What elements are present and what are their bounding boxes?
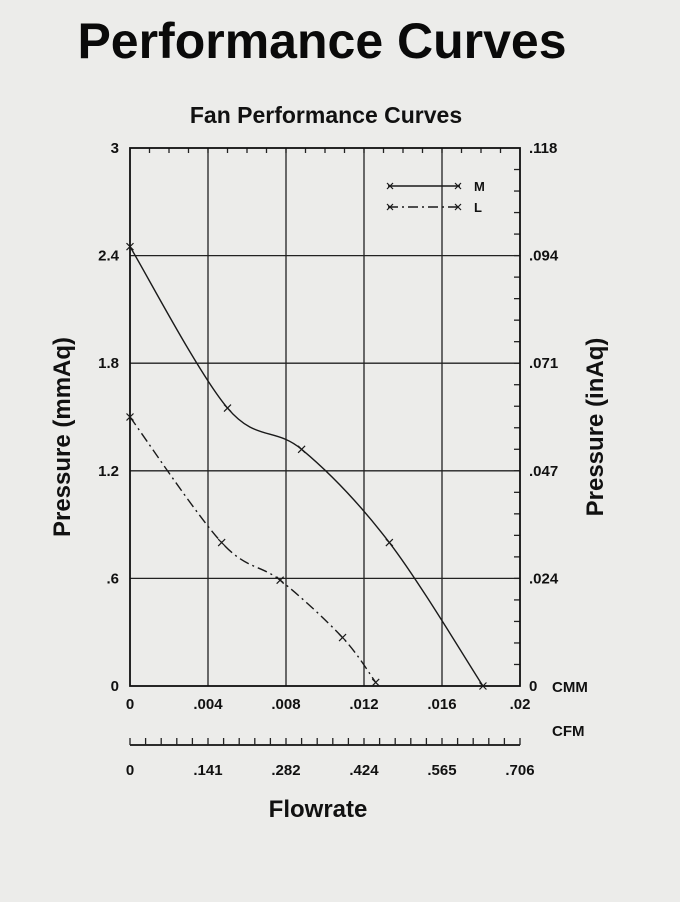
- series-M-point-3: [385, 538, 394, 547]
- y-tick-label-left-4: 2.4: [98, 248, 120, 265]
- y-tick-label-left-3: 1.8: [98, 355, 119, 372]
- cfm-tick-label-0: 0: [126, 762, 134, 779]
- legend-label-L: L: [474, 200, 482, 215]
- chart-gridlines: [130, 148, 520, 686]
- y-tick-label-left-1: .6: [106, 570, 119, 587]
- series-M-point-2: [297, 445, 306, 454]
- y-tick-label-left-0: 0: [111, 678, 119, 695]
- y-axis-title-right: Pressure (inAq): [582, 338, 609, 517]
- y-tick-label-left-2: 1.2: [98, 463, 119, 480]
- y-tick-label-right-5: .118: [529, 140, 557, 157]
- legend-label-M: M: [474, 179, 485, 194]
- chart-title: Fan Performance Curves: [190, 102, 462, 128]
- cfm-secondary-axis: 0 .141 .282 .424 .565 .706: [126, 738, 535, 779]
- cfm-tick-label-5: .706: [505, 762, 534, 779]
- x-tick-label-1: .004: [193, 696, 223, 713]
- cfm-tick-label-3: .424: [349, 762, 379, 779]
- y-axis-title-left: Pressure (mmAq): [49, 337, 76, 537]
- y-tick-label-right-0: 0: [529, 678, 537, 695]
- y-tick-label-right-4: .094: [529, 248, 559, 265]
- y-tick-label-left-5: 3: [111, 140, 119, 157]
- series-line-M: [129, 246, 484, 687]
- x-tick-label-2: .008: [271, 696, 300, 713]
- series-M-point-0: [126, 242, 134, 251]
- chart-legend: ML: [386, 179, 485, 215]
- plot-frame: [129, 147, 521, 687]
- series-line-L: [129, 416, 377, 683]
- series-M-point-4: [479, 682, 487, 690]
- page-heading: Performance Curves: [77, 13, 566, 69]
- cfm-tick-label-2: .282: [271, 762, 300, 779]
- y-tick-label-right-2: .047: [529, 463, 558, 480]
- series-L-point-0: [126, 413, 134, 421]
- series-L-point-3: [338, 633, 347, 642]
- chart-series: [126, 242, 487, 690]
- y-tick-label-right-3: .071: [529, 355, 558, 372]
- series-M-point-1: [223, 404, 232, 412]
- x-tick-label-4: .016: [427, 696, 456, 713]
- x-unit-primary: CMM: [552, 679, 588, 696]
- x-axis-title: Flowrate: [269, 796, 368, 823]
- cfm-tick-label-4: .565: [427, 762, 456, 779]
- cfm-tick-label-1: .141: [193, 762, 222, 779]
- chart-tick-labels: 0.004.008.012.016.020.61.21.82.430.024.0…: [98, 140, 559, 713]
- x-unit-secondary: CFM: [552, 723, 585, 740]
- series-L-point-2: [276, 576, 285, 585]
- y-tick-label-right-1: .024: [529, 570, 559, 587]
- x-tick-label-3: .012: [349, 696, 378, 713]
- x-tick-label-0: 0: [126, 696, 134, 713]
- series-L-point-4: [371, 678, 380, 687]
- series-L-point-1: [217, 538, 226, 547]
- x-tick-label-5: .02: [510, 696, 531, 713]
